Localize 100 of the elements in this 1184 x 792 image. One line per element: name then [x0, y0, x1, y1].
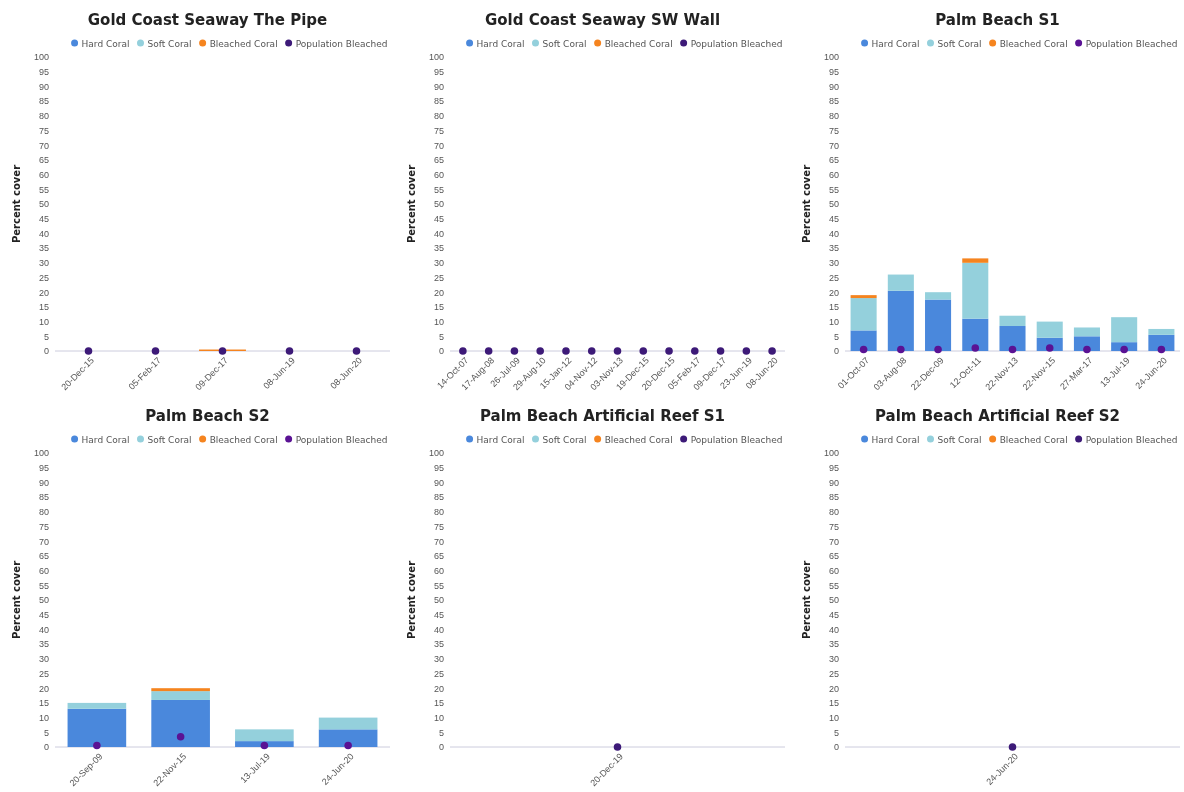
- bar: [850, 298, 877, 331]
- chart-title: Gold Coast Seaway The Pipe: [87, 11, 328, 29]
- y-tick-label: 35: [828, 243, 839, 254]
- y-tick-label: 60: [38, 565, 49, 576]
- y-tick-label: 70: [38, 140, 49, 151]
- y-tick-label: 65: [828, 155, 839, 166]
- y-tick-label: 0: [43, 346, 49, 357]
- legend-label: Soft Coral: [542, 38, 587, 49]
- y-tick-label: 10: [433, 316, 444, 327]
- y-tick-label: 0: [438, 346, 444, 357]
- y-tick-label: 60: [828, 565, 839, 576]
- y-tick-label: 20: [433, 287, 444, 298]
- y-tick-label: 55: [433, 580, 444, 591]
- bar: [1073, 327, 1100, 337]
- y-tick-label: 70: [828, 536, 839, 547]
- bar: [887, 290, 914, 351]
- bar: [999, 315, 1026, 327]
- y-tick-label: 75: [433, 125, 444, 136]
- y-tick-label: 65: [828, 551, 839, 562]
- y-tick-label: 85: [38, 96, 49, 107]
- y-tick-label: 15: [38, 698, 49, 709]
- y-tick-label: 60: [38, 169, 49, 180]
- y-axis-title: Percent cover: [406, 560, 417, 640]
- y-tick-label: 25: [38, 668, 49, 679]
- y-tick-label: 15: [828, 698, 839, 709]
- y-tick-label: 50: [38, 199, 49, 210]
- y-tick-label: 70: [433, 140, 444, 151]
- y-tick-label: 25: [828, 668, 839, 679]
- y-tick-label: 0: [43, 742, 49, 753]
- y-tick-label: 100: [823, 448, 839, 459]
- legend-label: Hard Coral: [81, 434, 130, 445]
- bar: [1036, 321, 1063, 338]
- y-tick-label: 75: [828, 125, 839, 136]
- y-tick-label: 35: [433, 639, 444, 650]
- legend-label: Soft Coral: [937, 38, 982, 49]
- bar: [67, 702, 127, 709]
- y-tick-label: 20: [38, 287, 49, 298]
- y-tick-label: 5: [833, 331, 839, 342]
- y-tick-label: 5: [438, 331, 444, 342]
- y-tick-label: 60: [433, 169, 444, 180]
- legend-label: Bleached Coral: [604, 38, 673, 49]
- y-tick-label: 95: [433, 463, 444, 474]
- y-tick-label: 45: [38, 610, 49, 621]
- legend-label: Bleached Coral: [999, 38, 1068, 49]
- y-tick-label: 100: [823, 52, 839, 63]
- y-tick-label: 55: [38, 580, 49, 591]
- y-tick-label: 85: [38, 492, 49, 503]
- y-tick-label: 0: [833, 346, 839, 357]
- y-tick-label: 65: [38, 551, 49, 562]
- bar: [67, 708, 127, 747]
- legend-label: Hard Coral: [81, 38, 130, 49]
- y-tick-label: 90: [38, 81, 49, 92]
- y-tick-label: 75: [433, 521, 444, 532]
- legend-label: Soft Coral: [147, 434, 192, 445]
- y-tick-label: 100: [428, 52, 444, 63]
- y-tick-label: 25: [38, 272, 49, 283]
- bar: [850, 295, 877, 299]
- legend-label: Bleached Coral: [604, 434, 673, 445]
- y-tick-label: 100: [33, 52, 49, 63]
- y-tick-label: 75: [828, 521, 839, 532]
- y-tick-label: 85: [433, 96, 444, 107]
- y-tick-label: 30: [828, 258, 839, 269]
- y-tick-label: 85: [828, 96, 839, 107]
- legend-label: Soft Coral: [542, 434, 587, 445]
- y-tick-label: 15: [828, 302, 839, 313]
- y-tick-label: 70: [828, 140, 839, 151]
- bar: [151, 691, 210, 700]
- legend-label: Hard Coral: [871, 38, 920, 49]
- y-tick-label: 75: [38, 125, 49, 136]
- legend-label: Population Bleached: [1085, 38, 1178, 49]
- y-tick-label: 80: [38, 507, 49, 518]
- chart-title: Palm Beach Artificial Reef S1: [479, 407, 726, 425]
- bar: [850, 330, 877, 351]
- y-tick-label: 35: [38, 243, 49, 254]
- y-tick-label: 20: [828, 287, 839, 298]
- y-tick-label: 30: [433, 654, 444, 665]
- legend-label: Population Bleached: [690, 434, 783, 445]
- y-tick-label: 85: [433, 492, 444, 503]
- y-axis-title: Percent cover: [801, 560, 812, 640]
- bar: [962, 318, 989, 351]
- y-tick-label: 70: [38, 536, 49, 547]
- y-tick-label: 40: [38, 624, 49, 635]
- y-tick-label: 20: [828, 683, 839, 694]
- y-tick-label: 20: [38, 683, 49, 694]
- y-tick-label: 90: [433, 477, 444, 488]
- y-tick-label: 80: [433, 111, 444, 122]
- y-tick-label: 65: [38, 155, 49, 166]
- y-tick-label: 40: [433, 624, 444, 635]
- bar: [151, 699, 210, 747]
- y-tick-label: 45: [433, 214, 444, 225]
- y-tick-label: 60: [828, 169, 839, 180]
- legend-label: Hard Coral: [476, 38, 525, 49]
- y-tick-label: 5: [833, 727, 839, 738]
- y-tick-label: 90: [828, 81, 839, 92]
- legend-label: Soft Coral: [147, 38, 192, 49]
- legend-label: Population Bleached: [295, 434, 388, 445]
- y-axis-title: Percent cover: [406, 164, 417, 244]
- y-tick-label: 10: [433, 712, 444, 723]
- y-tick-label: 45: [433, 610, 444, 621]
- y-tick-label: 10: [38, 316, 49, 327]
